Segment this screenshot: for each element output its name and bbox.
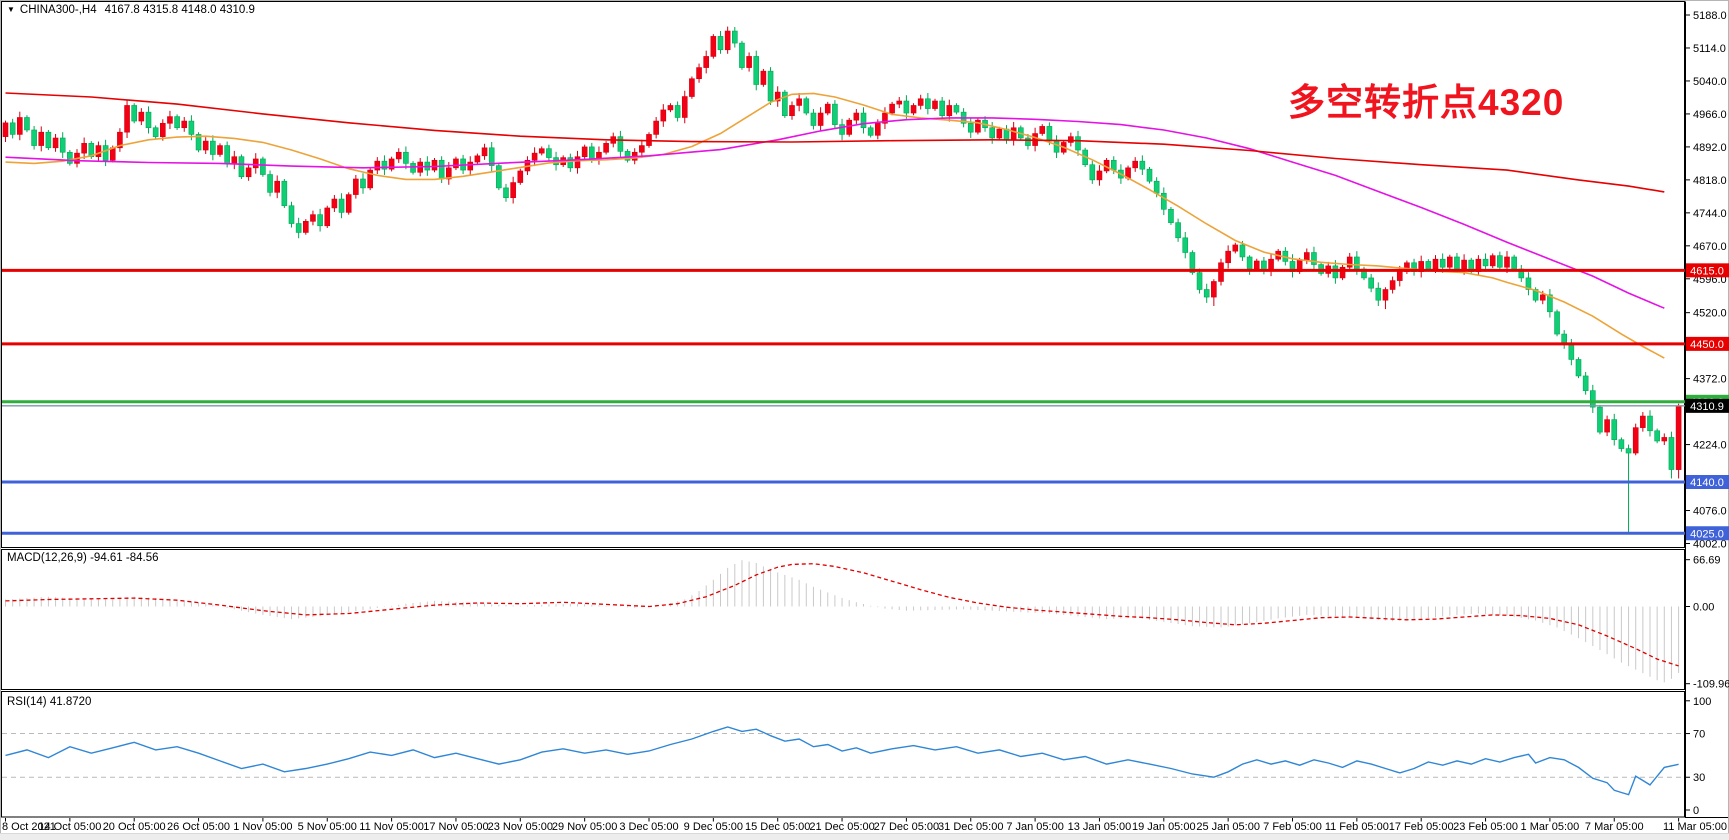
price-tick-label: 4966.0 bbox=[1693, 109, 1727, 121]
hline-label-4450-chip bbox=[1686, 336, 1729, 351]
time-tick-label: 1 Mar 05:00 bbox=[1521, 821, 1580, 833]
time-tick-label: 8 Oct 2021 bbox=[2, 821, 56, 833]
price-tick-label: 5114.0 bbox=[1693, 43, 1726, 55]
macd-tick-label: -109.96 bbox=[1693, 679, 1729, 691]
chart-dropdown-icon[interactable]: ▼ bbox=[7, 5, 15, 14]
time-tick-label: 23 Feb 05:00 bbox=[1453, 821, 1518, 833]
time-tick-label: 7 Mar 05:00 bbox=[1585, 821, 1644, 833]
candles-layer[interactable] bbox=[2, 26, 1682, 534]
time-tick-label: 7 Jan 05:00 bbox=[1006, 821, 1064, 833]
time-tick-label: 20 Oct 05:00 bbox=[103, 821, 166, 833]
price-tick-label: 4892.0 bbox=[1693, 142, 1727, 154]
time-tick-label: 23 Nov 05:00 bbox=[488, 821, 553, 833]
rsi-tick-label: 30 bbox=[1693, 772, 1705, 784]
rsi-panel-frame bbox=[1, 691, 1685, 818]
rsi-tick-label: 70 bbox=[1693, 729, 1705, 741]
rsi-tick-label: 0 bbox=[1693, 805, 1699, 817]
time-tick-label: 7 Feb 05:00 bbox=[1263, 821, 1322, 833]
window-bottom-strip bbox=[0, 833, 1729, 840]
time-tick-label: 11 Feb 05:00 bbox=[1325, 821, 1389, 833]
macd-signal-line bbox=[5, 563, 1679, 667]
hline-label-4025-chip-text: 4025.0 bbox=[1690, 528, 1724, 540]
hline-label-4615-chip bbox=[1686, 263, 1729, 278]
time-tick-label: 1 Nov 05:00 bbox=[233, 821, 292, 833]
price-tick-label: 4076.0 bbox=[1693, 506, 1727, 518]
hline-label-4140-chip-text: 4140.0 bbox=[1690, 477, 1724, 489]
price-tick-label: 4372.0 bbox=[1693, 374, 1727, 386]
price-tick-label: 4224.0 bbox=[1693, 440, 1727, 452]
time-tick-label: 31 Dec 05:00 bbox=[938, 821, 1003, 833]
time-tick-label: 5 Nov 05:00 bbox=[298, 821, 357, 833]
time-tick-label: 11 Mar 05:00 bbox=[1663, 821, 1727, 833]
price-tick-label: 4818.0 bbox=[1693, 175, 1727, 187]
macd-panel-frame bbox=[1, 549, 1685, 690]
price-tick-label: 4744.0 bbox=[1693, 208, 1727, 220]
hline-label-4025-chip bbox=[1686, 526, 1729, 541]
time-tick-label: 19 Jan 05:00 bbox=[1132, 821, 1196, 833]
time-tick-label: 14 Oct 05:00 bbox=[38, 821, 101, 833]
ma-slow-red bbox=[5, 92, 1665, 193]
main-panel-frame bbox=[1, 1, 1685, 548]
hline-label-4615-chip-text: 4615.0 bbox=[1690, 265, 1724, 277]
time-tick-label: 13 Jan 05:00 bbox=[1068, 821, 1132, 833]
price-tick-label: 4002.0 bbox=[1693, 539, 1727, 551]
current-price-chip bbox=[1686, 398, 1729, 413]
time-tick-label: 17 Feb 05:00 bbox=[1389, 821, 1454, 833]
rsi-line bbox=[5, 726, 1679, 796]
time-tick-label: 27 Dec 05:00 bbox=[874, 821, 939, 833]
time-tick-label: 25 Jan 05:00 bbox=[1196, 821, 1260, 833]
time-tick-label: 21 Dec 05:00 bbox=[809, 821, 874, 833]
time-tick-label: 11 Nov 05:00 bbox=[359, 821, 424, 833]
price-tick-label: 4670.0 bbox=[1693, 241, 1727, 253]
hline-label-4140-chip bbox=[1686, 475, 1729, 490]
price-tick-label: 5040.0 bbox=[1693, 76, 1727, 88]
ma-fast-orange bbox=[5, 92, 1665, 359]
macd-tick-label: 66.69 bbox=[1693, 555, 1721, 567]
time-tick-label: 17 Nov 05:00 bbox=[423, 821, 488, 833]
macd-histogram bbox=[5, 560, 1680, 683]
time-tick-label: 9 Dec 05:00 bbox=[684, 821, 743, 833]
time-axis-labels bbox=[5, 818, 1680, 822]
time-tick-label: 3 Dec 05:00 bbox=[619, 821, 678, 833]
ma-mid-magenta bbox=[5, 117, 1665, 309]
time-tick-label: 15 Dec 05:00 bbox=[745, 821, 810, 833]
time-tick-label: 26 Oct 05:00 bbox=[167, 821, 230, 833]
time-tick-label: 29 Nov 05:00 bbox=[552, 821, 617, 833]
price-tick-label: 5188.0 bbox=[1693, 10, 1727, 22]
price-tick-label: 4520.0 bbox=[1693, 308, 1727, 320]
price-axis-ticks bbox=[1686, 14, 1690, 544]
current-price-chip-text: 4310.9 bbox=[1690, 401, 1724, 413]
rsi-tick-label: 100 bbox=[1693, 696, 1711, 708]
macd-tick-label: 0.00 bbox=[1693, 602, 1714, 614]
hline-label-4450-chip-text: 4450.0 bbox=[1690, 339, 1724, 351]
